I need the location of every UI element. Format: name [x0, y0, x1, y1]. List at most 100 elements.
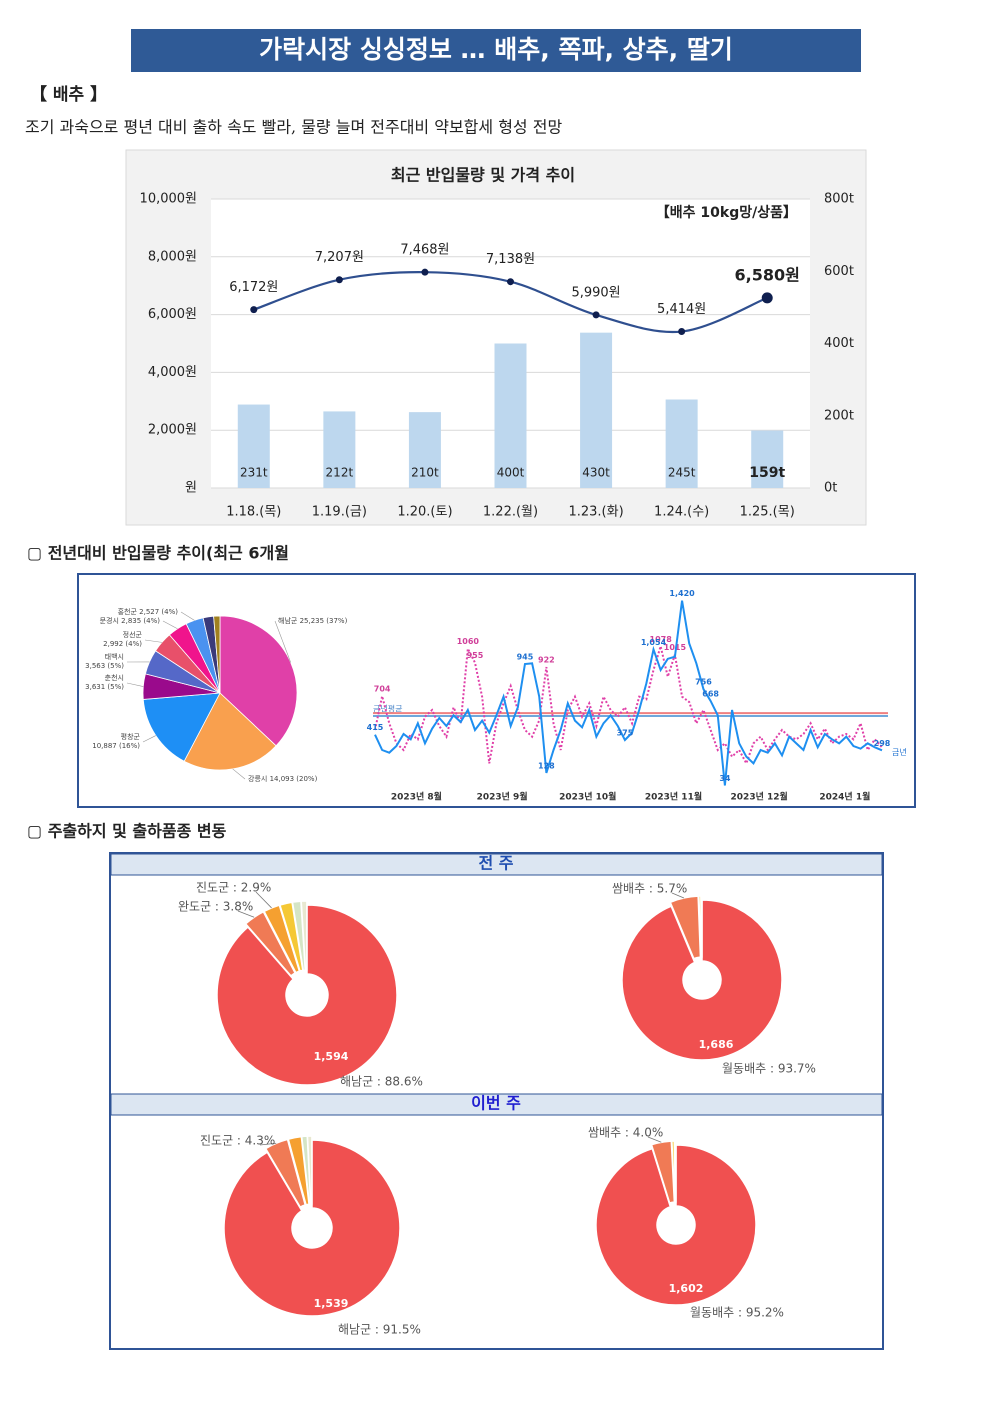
- data-label: 756: [695, 678, 712, 687]
- leader-line: [126, 682, 144, 687]
- title-bar: [131, 29, 861, 72]
- pie-value: 2,527 (4%): [139, 608, 178, 616]
- donut-slice: [673, 1140, 677, 1203]
- donut-label: 진도군 : 2.9%: [196, 881, 271, 895]
- leader-line: [671, 892, 685, 899]
- price-label: 7,138원: [486, 252, 535, 267]
- y2-tick-label: 800t: [824, 192, 854, 207]
- y-tick-label: 4,000원: [148, 365, 197, 380]
- pie-category: 문경시: [100, 616, 119, 625]
- donut-label: 쌈배추 : 5.7%: [612, 882, 687, 896]
- x-tick-label: 1.22.(월): [483, 505, 538, 520]
- x-tick-label: 2023년 12월: [731, 791, 788, 803]
- price-marker: [678, 328, 686, 336]
- bar-label: 231t: [240, 466, 268, 480]
- leader-line: [259, 1142, 277, 1146]
- x-tick-label: 1.23.(화): [568, 505, 623, 520]
- data-label: 415: [367, 723, 384, 732]
- donut-label: 쌈배추 : 4.0%: [588, 1126, 663, 1140]
- price-label: 7,207원: [315, 250, 364, 265]
- page-title: 가락시장 싱싱정보 … 배추, 쪽파, 상추, 딸기: [259, 35, 733, 64]
- y2-tick-label: 200t: [824, 408, 854, 423]
- data-label: 34: [719, 774, 731, 783]
- bar-label: 430t: [582, 466, 610, 480]
- panel-title: 전 주: [478, 854, 513, 873]
- pie-value: 2,992 (4%): [103, 640, 142, 648]
- pie-value: 2,835 (4%): [121, 617, 160, 625]
- pie-category: 강릉시: [248, 774, 267, 783]
- donut-label: 진도군 : 4.3%: [200, 1134, 275, 1148]
- bar-label: 210t: [411, 466, 439, 480]
- data-label: 375: [617, 729, 634, 738]
- data-label: 298: [874, 739, 891, 748]
- x-tick-label: 2023년 11월: [645, 791, 702, 803]
- x-tick-label: 1.25.(목): [740, 505, 795, 520]
- pie-slice: [142, 692, 221, 762]
- donut-slice: [300, 900, 308, 971]
- donut-slice: [216, 904, 398, 1086]
- bar-label: 159t: [749, 465, 785, 481]
- price-marker: [250, 306, 258, 314]
- price-label: 5,990원: [571, 285, 620, 300]
- data-label: 704: [374, 685, 391, 694]
- donut-slice: [700, 895, 703, 958]
- donut-label: 월동배추 : 93.7%: [722, 1062, 816, 1076]
- pie-value: 3,631 (5%): [85, 683, 124, 691]
- y2-tick-label: 600t: [824, 264, 854, 279]
- data-label: 1060: [457, 637, 480, 646]
- section-heading: ▢ 주출하지 및 출하품종 변동: [27, 822, 227, 841]
- pie-category: 정선군: [123, 630, 143, 639]
- y2-tick-label: 0t: [824, 481, 837, 496]
- pie-value: 3,563 (5%): [85, 662, 124, 670]
- data-label: 1,054: [641, 638, 667, 647]
- leader-line: [162, 620, 178, 630]
- pie-slice: [213, 615, 221, 694]
- donut-slice: [621, 899, 783, 1061]
- pie-label: 강릉시 14,093 (20%): [248, 774, 318, 783]
- donut-slice: [264, 1138, 307, 1209]
- bar: [580, 332, 613, 488]
- bar-label: 245t: [668, 466, 696, 480]
- price-marker: [507, 278, 514, 286]
- donut-slice: [669, 895, 702, 960]
- price-label: 5,414원: [657, 302, 706, 317]
- donut-label: 해남군 : 91.5%: [338, 1323, 421, 1337]
- price-marker: [421, 268, 429, 276]
- y-tick-label: 8,000원: [148, 249, 197, 264]
- series-name: 금년: [892, 747, 907, 757]
- leader-line: [255, 891, 272, 909]
- donut-slice: [223, 1139, 401, 1317]
- summary: 조기 과숙으로 평년 대비 출하 속도 빨라, 물량 늘며 전주대비 약보합세 …: [25, 118, 562, 137]
- leader-line: [647, 1136, 662, 1143]
- leader-line: [144, 639, 163, 643]
- donut-slice: [595, 1144, 757, 1306]
- bar: [408, 412, 441, 488]
- data-label: 128: [538, 761, 555, 770]
- x-tick-label: 2024년 1월: [819, 791, 870, 803]
- leader-line: [232, 768, 246, 780]
- bar: [494, 343, 527, 488]
- data-label: 945: [517, 653, 534, 662]
- x-tick-label: 1.20.(토): [397, 505, 452, 520]
- y-tick-label: 6,000원: [148, 307, 197, 322]
- pie-slice: [219, 615, 298, 747]
- average-label: 금년평균: [373, 704, 402, 714]
- bar: [323, 411, 356, 488]
- donut-label: 월동배추 : 95.2%: [690, 1306, 784, 1320]
- pie-category: 해남군: [278, 616, 298, 625]
- donut-slice: [306, 1135, 313, 1205]
- y-tick-label: 원: [185, 481, 197, 496]
- pie-value: 10,887 (16%): [92, 742, 140, 750]
- pie-category: 춘천시: [105, 673, 124, 682]
- bar-label: 212t: [326, 466, 354, 480]
- bar-label: 400t: [497, 466, 525, 480]
- leader-line: [274, 620, 291, 663]
- x-tick-label: 2023년 9월: [477, 791, 528, 803]
- data-label: 668: [702, 689, 719, 698]
- pie-label: 해남군 25,235 (37%): [278, 616, 348, 625]
- donut-slice: [244, 910, 297, 977]
- donut-label: 완도군 : 3.8%: [178, 900, 253, 914]
- pie-value: 14,093 (20%): [270, 775, 318, 783]
- bar: [665, 399, 698, 488]
- pie-category: 홍천군: [118, 607, 138, 616]
